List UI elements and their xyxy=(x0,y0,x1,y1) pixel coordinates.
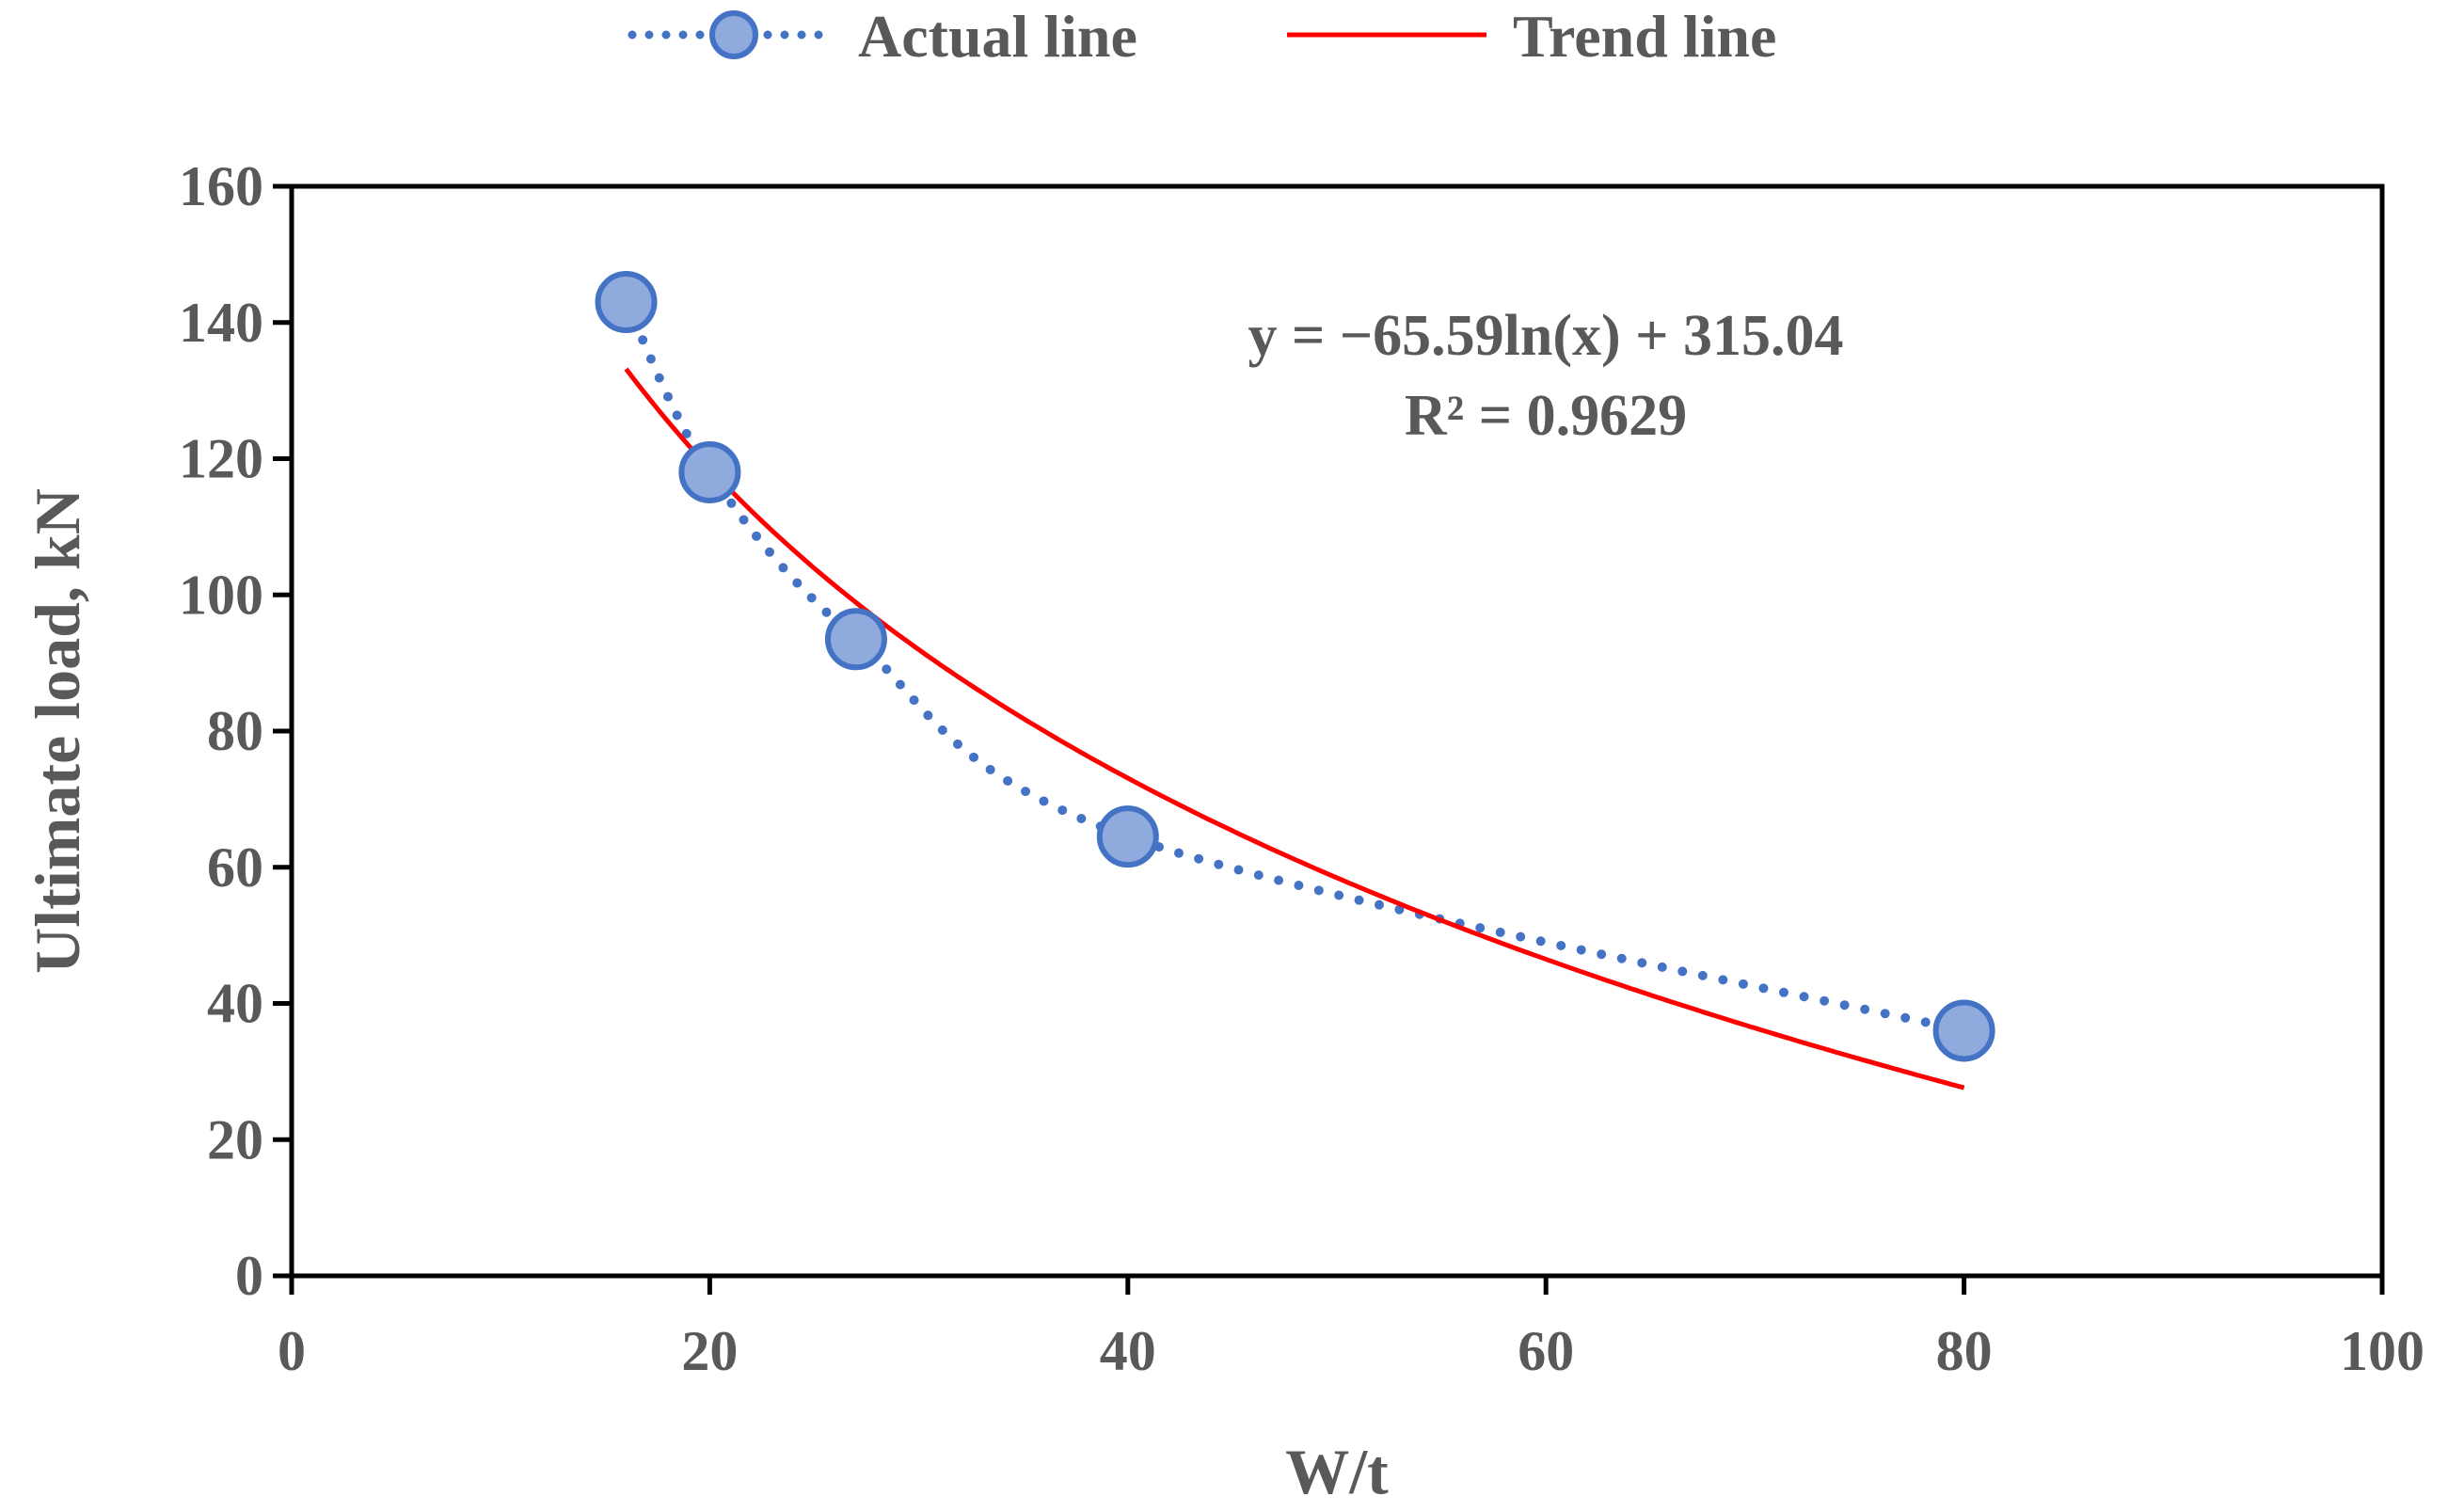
y-axis: 0 20 40 60 80 100 120 140 160 xyxy=(179,155,292,1307)
y-tick-label: 20 xyxy=(207,1108,263,1170)
actual-data-point xyxy=(1932,999,1995,1062)
y-tick-label: 40 xyxy=(207,973,263,1035)
y-tick-label: 60 xyxy=(207,836,263,899)
y-tick-label: 120 xyxy=(179,428,263,490)
legend-trend-label: Trend line xyxy=(1513,3,1776,70)
y-tick-label: 100 xyxy=(179,564,263,626)
y-tick-label: 140 xyxy=(179,292,263,354)
actual-data-point xyxy=(1096,805,1159,868)
x-tick-label: 100 xyxy=(2340,1320,2424,1382)
trend-series-line xyxy=(624,367,1965,1090)
y-axis-title: Ultimate load, kN xyxy=(22,488,93,974)
y-tick-label: 0 xyxy=(235,1245,263,1307)
x-axis-title: W/t xyxy=(1285,1436,1389,1507)
x-tick-label: 20 xyxy=(681,1320,738,1382)
x-tick-label: 40 xyxy=(1100,1320,1156,1382)
legend: Actual line Trend line xyxy=(628,3,1776,70)
actual-data-point xyxy=(678,440,741,503)
legend-actual-marker xyxy=(709,10,758,59)
x-axis: 0 20 40 60 80 100 xyxy=(278,1276,2424,1382)
x-tick-label: 80 xyxy=(1936,1320,1993,1382)
actual-series-points xyxy=(595,271,1995,1062)
actual-data-point xyxy=(595,271,658,334)
r-squared: R² = 0.9629 xyxy=(1405,384,1687,448)
actual-data-point xyxy=(824,608,887,671)
legend-actual-label: Actual line xyxy=(858,3,1137,70)
trend-equation: y = −65.59ln(x) + 315.04 xyxy=(1248,304,1844,368)
x-tick-label: 60 xyxy=(1518,1320,1574,1382)
y-tick-label: 80 xyxy=(207,700,263,762)
y-tick-label: 160 xyxy=(179,155,263,217)
x-tick-label: 0 xyxy=(278,1320,306,1382)
